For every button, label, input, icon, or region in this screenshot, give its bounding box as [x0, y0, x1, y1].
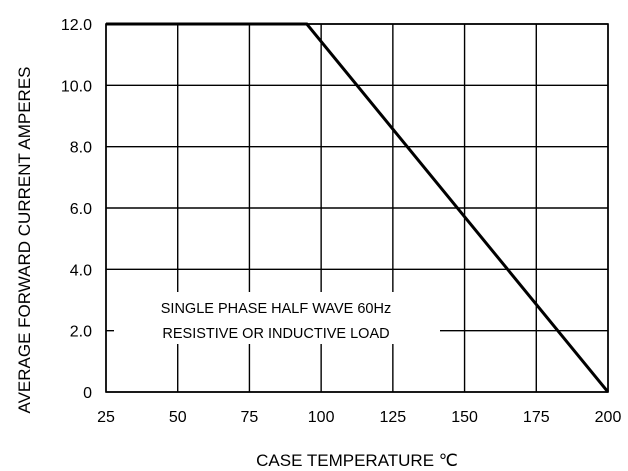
- plot-frame: [105, 23, 609, 393]
- series-layer: [106, 22, 610, 393]
- y-tick-label-2: 4.0: [70, 262, 92, 279]
- x-tick-label-3: 100: [308, 409, 335, 426]
- tick-labels: 25 50 75 100 125 150 175 200 0 2.0 4.0 6.0 8.0 10.0 12…: [61, 17, 622, 426]
- annotation-line-1: SINGLE PHASE HALF WAVE 60Hz: [161, 301, 391, 317]
- annotation: SINGLE PHASE HALF WAVE 60Hz RESISTIVE OR…: [114, 292, 440, 344]
- annotation-line-2: RESISTIVE OR INDUCTIVE LOAD: [162, 326, 389, 342]
- y-tick-label-3: 6.0: [70, 201, 92, 218]
- y-axis-title: AVERAGE FORWARD CURRENT AMPERES: [15, 67, 34, 414]
- x-tick-label-5: 150: [451, 409, 478, 426]
- plot-border: [105, 23, 609, 393]
- annotation-background: [114, 292, 440, 344]
- x-axis-title: CASE TEMPERATURE ℃: [256, 451, 458, 470]
- y-tick-label-0: 0: [83, 385, 92, 402]
- x-tick-label-7: 200: [595, 409, 622, 426]
- y-tick-label-6: 12.0: [61, 17, 92, 34]
- x-tick-label-2: 75: [241, 409, 259, 426]
- series-line-0: [106, 22, 610, 393]
- x-tick-label-4: 125: [380, 409, 407, 426]
- x-tick-label-1: 50: [169, 409, 187, 426]
- y-tick-label-5: 10.0: [61, 78, 92, 95]
- x-tick-label-6: 175: [523, 409, 550, 426]
- x-tick-label-0: 25: [97, 409, 115, 426]
- y-tick-label-4: 8.0: [70, 140, 92, 157]
- y-tick-label-1: 2.0: [70, 324, 92, 341]
